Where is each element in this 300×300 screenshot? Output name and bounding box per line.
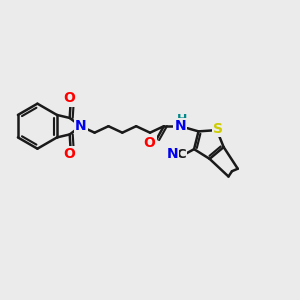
Text: N: N: [75, 119, 86, 133]
Text: O: O: [63, 92, 75, 106]
Text: N: N: [175, 119, 186, 133]
Text: N: N: [167, 147, 178, 161]
Text: H: H: [177, 113, 187, 126]
Text: O: O: [144, 136, 155, 150]
Text: O: O: [63, 147, 75, 161]
Text: S: S: [213, 122, 223, 136]
Text: C: C: [177, 148, 186, 161]
